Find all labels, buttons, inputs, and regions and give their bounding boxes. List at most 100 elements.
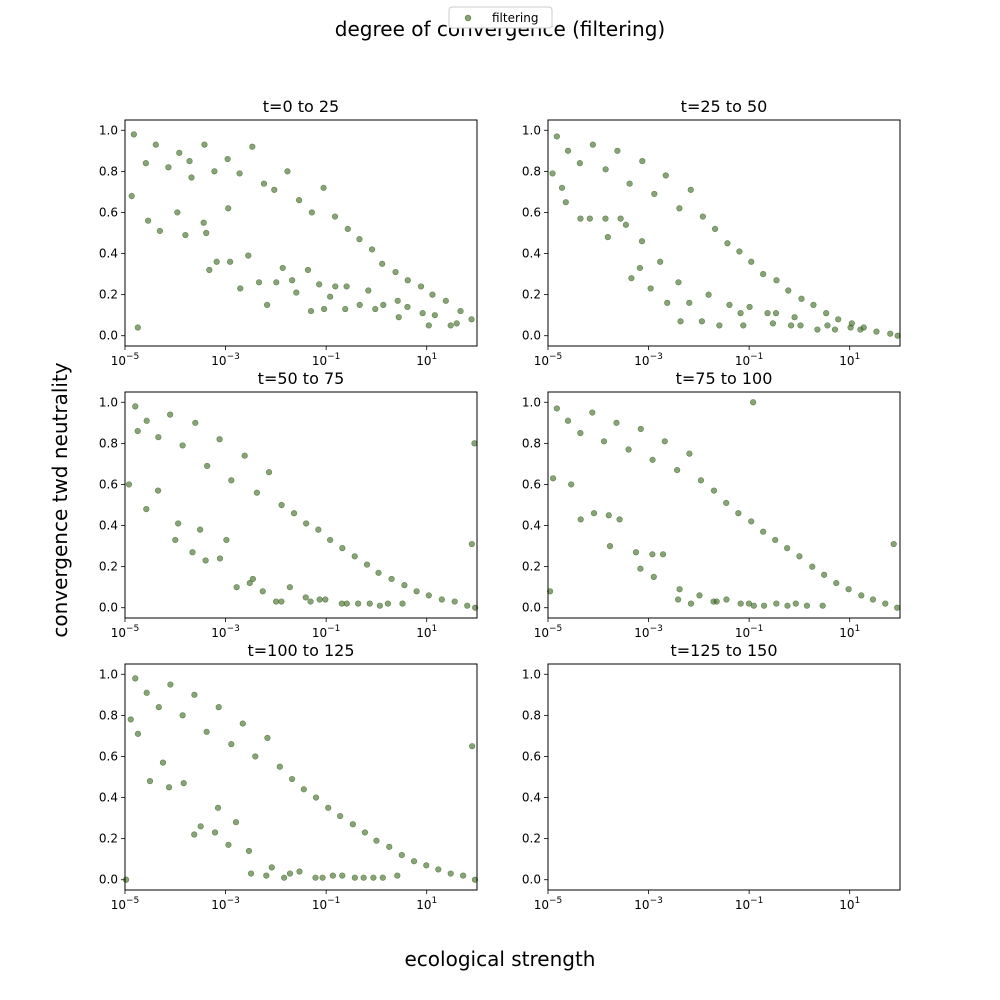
scatter-point	[453, 320, 460, 327]
scatter-point	[132, 403, 139, 410]
scatter-point	[860, 324, 867, 331]
scatter-point	[232, 819, 240, 826]
scatter-point	[809, 563, 816, 570]
scatter-point	[279, 264, 286, 272]
x-tick-label: 10−5	[534, 352, 563, 368]
scatter-point	[824, 322, 831, 329]
scatter-point	[586, 215, 593, 222]
scatter-point	[315, 526, 322, 533]
scatter-point	[134, 324, 141, 331]
scatter-point	[271, 186, 278, 193]
scatter-point	[564, 417, 572, 424]
y-tick-label: 0.6	[522, 749, 541, 763]
y-tick-label: 0.6	[99, 749, 118, 763]
scatter-point	[772, 310, 780, 317]
scatter-point	[253, 489, 261, 496]
scatter-point	[676, 205, 683, 212]
scatter-point	[600, 438, 608, 445]
scatter-point	[773, 277, 780, 284]
scatter-point	[226, 258, 234, 265]
scatter-point	[553, 405, 560, 412]
scatter-point	[363, 561, 371, 568]
scatter-point	[662, 172, 669, 179]
scatter-point	[413, 588, 420, 595]
scatter-point	[156, 227, 163, 235]
y-tick-label: 1.0	[99, 395, 118, 409]
scatter-point	[343, 600, 350, 607]
scatter-point	[392, 268, 399, 276]
y-tick-label: 0.2	[99, 560, 118, 574]
scatter-point	[327, 293, 334, 300]
scatter-point	[626, 180, 633, 187]
scatter-point	[312, 794, 320, 801]
scatter-point	[182, 231, 189, 239]
x-tick-label: 10−5	[534, 624, 563, 640]
scatter-point	[394, 297, 401, 304]
scatter-point	[760, 602, 768, 609]
scatter-point	[276, 763, 283, 770]
scatter-point	[155, 434, 162, 441]
scatter-point	[288, 775, 296, 783]
scatter-point	[724, 240, 731, 247]
scatter-point	[366, 600, 373, 607]
x-axis-label: ecological strength	[405, 947, 596, 971]
scatter-point	[379, 874, 386, 881]
scatter-point	[245, 252, 252, 259]
scatter-point	[214, 804, 222, 811]
y-tick-label: 0.8	[522, 164, 541, 178]
scatter-point	[351, 553, 358, 560]
scatter-point	[894, 604, 901, 611]
scatter-point	[821, 571, 828, 578]
scatter-point	[204, 462, 211, 470]
y-tick-label: 0.4	[522, 791, 541, 805]
scatter-point	[791, 314, 798, 321]
scatter-point	[438, 596, 445, 603]
y-tick-label: 1.0	[522, 395, 541, 409]
scatter-point	[737, 600, 744, 607]
scatter-point	[365, 287, 372, 294]
scatter-point	[145, 217, 152, 224]
scatter-point	[792, 600, 799, 607]
scatter-point	[356, 301, 363, 309]
scatter-point	[676, 586, 683, 593]
x-tick-label: 10−5	[111, 896, 140, 912]
scatter-point	[130, 131, 137, 138]
scatter-point	[167, 411, 174, 418]
scatter-point	[284, 168, 291, 175]
scatter-point	[674, 466, 681, 474]
x-tick-label: 10−1	[312, 624, 341, 640]
x-tick-label: 101	[839, 896, 860, 912]
scatter-point	[687, 600, 695, 607]
scatter-point	[423, 862, 430, 869]
scatter-point	[264, 734, 271, 742]
scatter-point	[224, 155, 231, 163]
scatter-point	[460, 872, 467, 879]
scatter-point	[361, 829, 369, 836]
scatter-point	[307, 598, 314, 605]
scatter-point	[873, 328, 880, 335]
scatter-point	[431, 312, 438, 319]
scatter-point	[325, 804, 332, 811]
scatter-point	[237, 285, 244, 292]
scatter-point	[246, 579, 253, 587]
scatter-point	[637, 565, 644, 572]
scatter-point	[373, 837, 380, 844]
subplot-title: t=0 to 25	[263, 97, 339, 116]
subplot-5: t=100 to 125 0.0 0.2 0.4 0.6 0.8 1.0 10−5 10−3 10…	[99, 641, 479, 912]
scatter-point	[577, 429, 584, 437]
subplot-3: t=50 to 75 0.0 0.2 0.4 0.6 0.8 1.0 10−5 10−3 10−1…	[99, 369, 479, 640]
scatter-point	[451, 598, 458, 605]
scatter-point	[686, 299, 693, 306]
scatter-point	[211, 168, 218, 175]
scatter-point	[442, 297, 449, 304]
scatter-point	[716, 322, 723, 329]
scatter-point	[602, 215, 609, 222]
scatter-point	[290, 510, 298, 517]
plot-frame	[124, 663, 478, 891]
scatter-point	[316, 281, 323, 288]
y-tick-label: 0.8	[99, 708, 118, 722]
scatter-point	[255, 279, 263, 286]
scatter-point	[337, 812, 344, 820]
subplot-title: t=100 to 125	[248, 641, 355, 660]
scatter-point	[589, 141, 596, 148]
